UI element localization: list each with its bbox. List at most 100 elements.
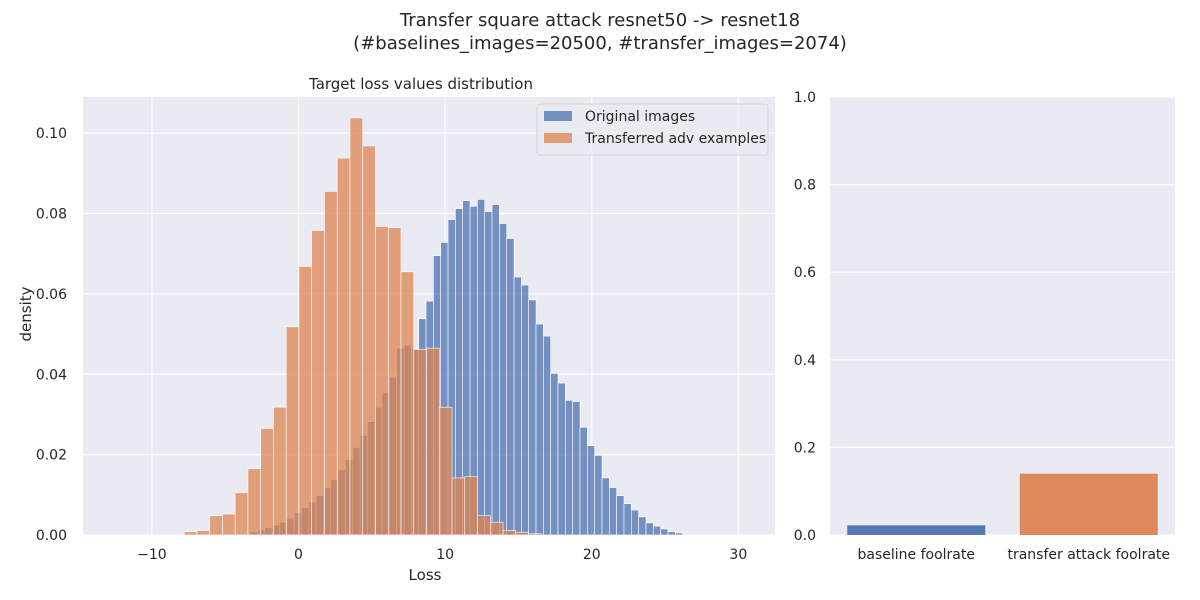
histogram-bar (660, 528, 669, 536)
histogram-bar (587, 445, 595, 536)
histogram-bar (426, 347, 440, 536)
histogram-bar (491, 204, 500, 536)
histogram-bar (477, 199, 486, 536)
histogram-bar (667, 531, 676, 536)
histogram-bar (489, 521, 504, 536)
histogram-bar (550, 373, 559, 536)
histogram-bar (183, 531, 198, 536)
histogram-bar (285, 326, 300, 536)
histogram-bar (387, 227, 402, 536)
histogram-bar (349, 117, 364, 536)
histogram-bar (336, 157, 351, 536)
histogram-bar (521, 284, 529, 536)
histogram-bar (298, 266, 313, 536)
figure-title-line2: (#baselines_images=20500, #transfer_imag… (353, 33, 847, 54)
histogram-bar (638, 516, 647, 536)
legend-label-transferred-adv-examples: Transferred adv examples (584, 131, 766, 147)
histogram-axes: −10 0 10 20 30 0.00 0.02 0.04 0.06 0.08 0.10 Targ… (17, 75, 775, 584)
histogram-bars (183, 117, 691, 536)
foolrate-x-ticks: baseline foolrate transfer attack foolrat… (858, 547, 1171, 563)
y-tick-label: 0.04 (36, 367, 67, 383)
histogram-bar (579, 427, 588, 536)
histogram-bar (506, 238, 515, 536)
bar-transfer-attack-foolrate (1019, 473, 1158, 535)
histogram-bar (528, 533, 542, 536)
histogram-bar (601, 477, 610, 536)
histogram-bar (484, 211, 493, 536)
y-tick-label: 0.02 (36, 448, 67, 464)
y-tick-label: 0.06 (36, 287, 67, 303)
legend-swatch-original-images (544, 111, 572, 121)
x-tick-label: 30 (729, 547, 747, 563)
histogram-bar (477, 515, 491, 536)
y-tick-label: 0.8 (794, 178, 816, 194)
histogram-bar (631, 509, 639, 536)
y-tick-label: 0.00 (36, 528, 67, 544)
histogram-bar (616, 495, 625, 536)
histogram-bar (543, 335, 551, 536)
histogram-bar (499, 223, 508, 536)
histogram-bar (438, 406, 453, 536)
x-tick-label: 0 (294, 547, 303, 563)
histogram-x-axis-label: Loss (409, 566, 442, 584)
foolrate-bars (847, 473, 1158, 535)
bar-baseline-foolrate (847, 525, 986, 535)
y-tick-label: 0.10 (36, 126, 67, 142)
x-tick-label: transfer attack foolrate (1007, 547, 1170, 563)
histogram-bar (311, 230, 325, 536)
histogram-bar (594, 455, 603, 536)
histogram-bar (557, 382, 566, 536)
x-tick-label: 10 (436, 547, 454, 563)
histogram-bar (675, 532, 683, 536)
y-tick-label: 0.6 (794, 265, 816, 281)
histogram-bar (464, 476, 478, 536)
histogram-bar (400, 271, 415, 536)
y-tick-label: 0.4 (794, 353, 816, 369)
x-tick-label: 20 (583, 547, 601, 563)
histogram-bar (273, 406, 287, 536)
histogram-bar (451, 477, 466, 536)
histogram-bar (413, 349, 427, 536)
histogram-bar (362, 145, 376, 536)
histogram-bar (209, 515, 223, 536)
histogram-bar (682, 533, 691, 536)
x-tick-label: baseline foolrate (858, 547, 975, 563)
series-transferred-adv-examples (183, 117, 542, 536)
histogram-bar (645, 522, 654, 536)
x-tick-label: −10 (137, 547, 167, 563)
histogram-y-ticks: 0.00 0.02 0.04 0.06 0.08 0.10 (36, 126, 67, 544)
histogram-bar (247, 468, 261, 536)
histogram-bar (260, 428, 274, 536)
legend-box (536, 103, 769, 156)
legend: Original images Transferred adv examples (536, 103, 769, 156)
histogram-bar (609, 487, 617, 536)
histogram-y-axis-label: density (17, 286, 35, 341)
histogram-bar (196, 530, 210, 536)
histogram-bar (565, 400, 573, 536)
foolrate-plot-area (830, 97, 1175, 535)
histogram-bar (653, 525, 661, 536)
histogram-bar (513, 276, 522, 536)
histogram-bar (375, 226, 389, 536)
histogram-bar (502, 530, 517, 536)
y-tick-label: 0.2 (794, 440, 816, 456)
histogram-bar (623, 503, 632, 536)
histogram-x-ticks: −10 0 10 20 30 (137, 547, 747, 563)
histogram-bar (528, 299, 537, 536)
histogram-bar (324, 191, 338, 536)
histogram-bar (234, 492, 249, 536)
y-tick-label: 0.0 (794, 528, 816, 544)
figure-title-line1: Transfer square attack resnet50 -> resne… (399, 10, 800, 31)
foolrate-y-ticks: 0.0 0.2 0.4 0.6 0.8 1.0 (794, 90, 816, 544)
histogram-bar (222, 513, 236, 536)
legend-label-original-images: Original images (585, 109, 695, 125)
foolrate-bar-axes: baseline foolrate transfer attack foolrat… (794, 90, 1175, 563)
histogram-bar (535, 323, 544, 536)
y-tick-label: 1.0 (794, 90, 816, 106)
histogram-title: Target loss values distribution (308, 75, 533, 93)
legend-swatch-transferred-adv-examples (544, 133, 572, 143)
y-tick-label: 0.08 (36, 207, 67, 223)
histogram-bar (572, 401, 581, 536)
